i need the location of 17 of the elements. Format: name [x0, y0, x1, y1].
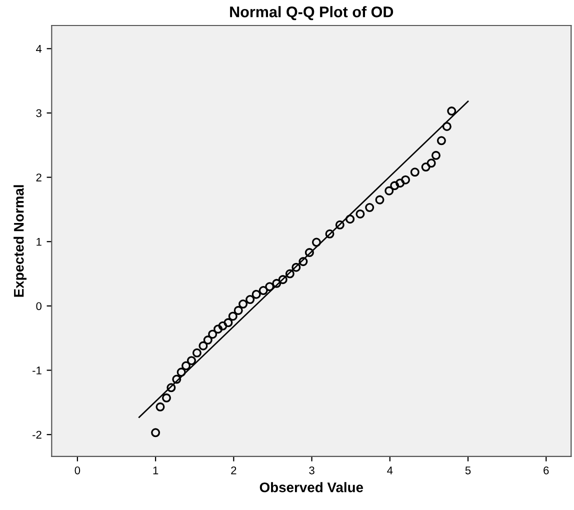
x-tick-label: 5 [465, 466, 471, 474]
y-tick-label: -2 [32, 430, 42, 439]
x-tick-label: 6 [544, 466, 549, 474]
x-tick-label: 0 [74, 466, 80, 474]
y-tick-label: 3 [36, 109, 42, 118]
x-tick-label: 4 [387, 466, 393, 474]
y-tick-label: -1 [32, 366, 42, 374]
x-axis-title: Observed Value [260, 482, 364, 492]
y-tick-label: 4 [36, 45, 42, 53]
y-tick-label: 0 [36, 302, 42, 310]
y-tick-label: 1 [36, 238, 42, 246]
chart-title: Normal Q-Q Plot of OD [230, 6, 394, 20]
x-tick-label: 2 [231, 466, 236, 474]
y-tick-label: 2 [36, 174, 42, 182]
y-axis-title: Expected Normal [14, 185, 27, 297]
x-tick-label: 1 [153, 466, 158, 474]
x-tick-label: 3 [309, 466, 314, 474]
